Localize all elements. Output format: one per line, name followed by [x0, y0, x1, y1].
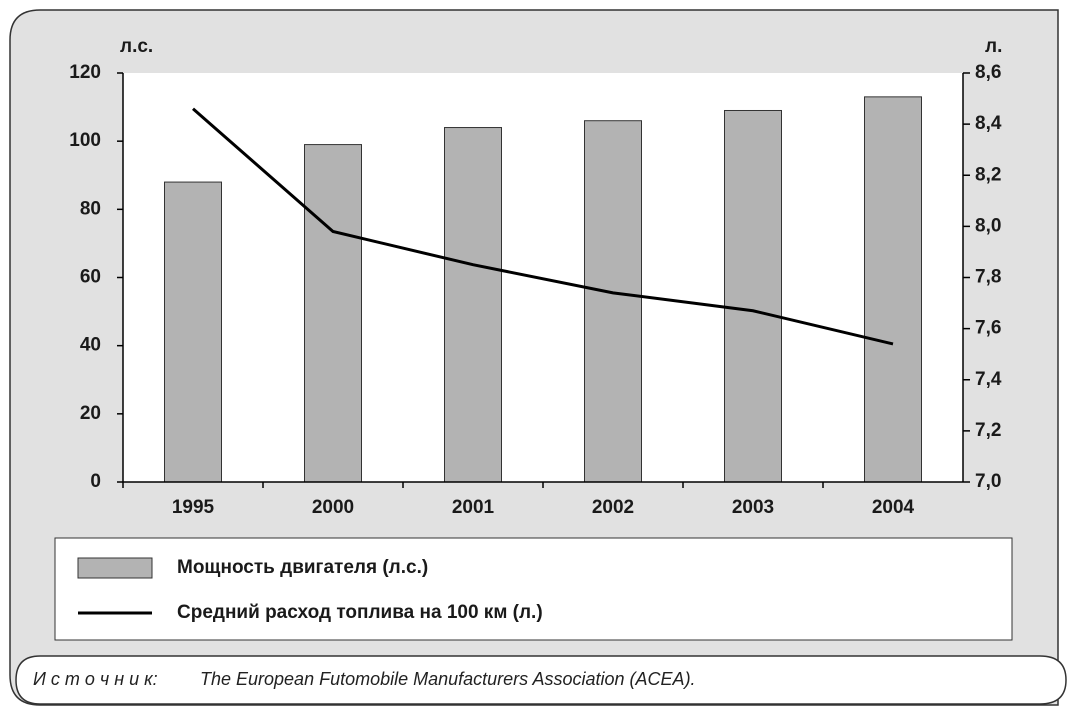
legend	[54, 537, 1013, 641]
y2-tick-label: 7,4	[975, 369, 1002, 390]
x-tick-label: 2003	[732, 497, 774, 518]
bar	[584, 120, 642, 483]
bar	[304, 144, 362, 483]
x-tick-label: 2000	[312, 497, 354, 518]
line	[192, 107, 894, 346]
x-tick-label: 2004	[872, 497, 915, 518]
source-box	[15, 655, 1067, 705]
x-tick-label: 2001	[452, 497, 495, 518]
bar	[724, 109, 782, 483]
legend-label: Мощность двигателя (л.с.)	[177, 557, 428, 578]
y2-tick-label: 7,6	[975, 318, 1001, 339]
y2-tick-label: 8,4	[975, 113, 1002, 134]
source-label: И с т о ч н и к:	[33, 669, 158, 689]
source: The European Futomobile Manufacturers As…	[200, 669, 696, 689]
y-tick-label: 80	[80, 198, 101, 219]
x-tick-label: 2002	[592, 497, 634, 518]
y-tick-label: 120	[69, 62, 101, 83]
y2-tick-label: 8,0	[975, 215, 1001, 236]
bar	[864, 96, 922, 483]
legend-label: Средний расход топлива на 100 км (л.)	[177, 602, 543, 623]
legend-swatch	[77, 557, 153, 579]
y-tick-label: 60	[80, 267, 101, 288]
y2-tick-label: 8,6	[975, 62, 1001, 83]
y-tick-label: 40	[80, 335, 101, 356]
bar	[164, 181, 222, 483]
x-tick-label: 1995	[172, 497, 215, 518]
y2-tick-label: 7,0	[975, 471, 1001, 492]
bar	[444, 127, 502, 483]
y2-axis-label: л.	[985, 36, 1002, 57]
y-tick-label: 0	[90, 471, 101, 492]
y2-tick-label: 8,2	[975, 164, 1001, 185]
y-tick-label: 20	[80, 403, 101, 424]
y-tick-label: 100	[69, 130, 101, 151]
y2-tick-label: 7,8	[975, 267, 1001, 288]
y-axis-label: л.с.	[120, 36, 153, 57]
y2-tick-label: 7,2	[975, 420, 1001, 441]
